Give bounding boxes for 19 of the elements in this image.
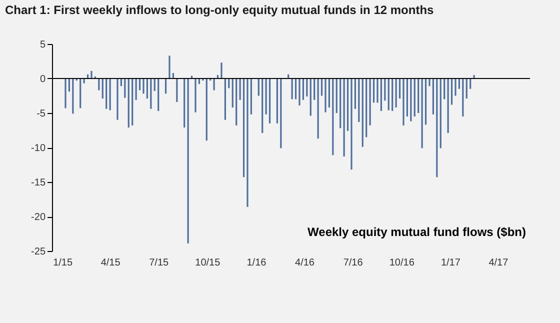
x-tick-label: 1/15: [53, 258, 73, 268]
x-tick-label: 7/16: [343, 258, 364, 268]
x-tick-label: 4/16: [295, 258, 315, 268]
x-tick-label: 4/15: [100, 258, 121, 268]
x-tick-label: 10/16: [389, 258, 415, 268]
y-tick-label: -15: [31, 178, 46, 188]
y-tick-label: 5: [40, 40, 46, 50]
x-tick-label: 10/15: [195, 258, 221, 268]
y-tick-label: -25: [31, 246, 46, 258]
chart-title: Chart 1: First weekly inflows to long-only equity mutual funds in 12 months: [5, 3, 434, 17]
y-tick-label: -10: [31, 143, 46, 154]
annotation: Weekly equity mutual fund flows ($bn): [308, 225, 526, 239]
y-tick-label: -20: [31, 212, 46, 223]
y-tick-label: 0: [40, 74, 46, 85]
x-tick-label: 1/16: [246, 258, 267, 268]
x-tick-label: 1/17: [440, 258, 461, 268]
x-tick-label: 7/15: [149, 258, 170, 268]
y-tick-label: -5: [36, 108, 46, 120]
x-tick-label: 4/17: [488, 258, 509, 268]
